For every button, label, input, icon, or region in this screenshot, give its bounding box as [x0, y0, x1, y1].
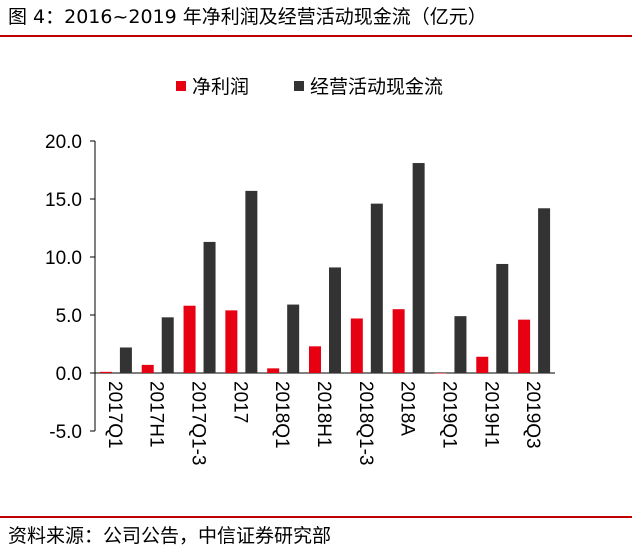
- y-tick-label: 20.0: [45, 132, 82, 153]
- bar-cash-flow: [287, 304, 300, 373]
- bar-net-profit: [141, 364, 154, 373]
- bar-cash-flow: [454, 316, 467, 373]
- bar-cash-flow: [119, 347, 132, 373]
- source-note: 资料来源：公司公告，中信证券研究部: [8, 525, 332, 547]
- bar-cash-flow: [370, 203, 383, 373]
- x-tick-label: 2018Q1-3: [355, 381, 376, 466]
- bar-net-profit: [309, 346, 321, 373]
- x-tick-label: 2019Q3: [522, 381, 543, 449]
- x-tick-label: 2017H1: [146, 381, 167, 448]
- source-divider: [0, 516, 632, 518]
- bar-net-profit: [392, 309, 405, 373]
- x-tick-label: 2018H1: [313, 381, 334, 448]
- title-divider: [0, 35, 632, 37]
- x-tick-label: 2018Q1: [271, 381, 292, 449]
- legend-swatch-1: [176, 81, 186, 91]
- x-tick-label: 2017Q1-3: [188, 381, 209, 466]
- bar-net-profit: [434, 373, 447, 374]
- legend-swatch-2: [294, 81, 304, 91]
- bar-cash-flow: [538, 208, 551, 373]
- bar-cash-flow: [412, 163, 425, 373]
- bar-cash-flow: [203, 241, 216, 373]
- bar-net-profit: [350, 318, 363, 373]
- x-tick-label: 2017: [229, 381, 250, 423]
- bar-chart: 净利润 经营活动现金流 -5.0 0.0 5.0 10.0 15.0 20.0 2017Q1 20…: [45, 76, 555, 466]
- bar-net-profit: [99, 371, 112, 373]
- bar-cash-flow: [329, 267, 341, 373]
- bar-net-profit: [267, 368, 280, 373]
- y-tick-label: 10.0: [45, 248, 82, 269]
- bar-cash-flow: [161, 317, 174, 373]
- bar-net-profit: [225, 310, 238, 373]
- y-tick-label: 15.0: [45, 190, 82, 211]
- x-tick-label: 2019H1: [480, 381, 501, 448]
- bar-cash-flow: [245, 190, 258, 373]
- legend-label-2: 经营活动现金流: [310, 76, 443, 98]
- figure-title: 图 4：2016~2019 年净利润及经营活动现金流（亿元）: [8, 6, 487, 28]
- bar-net-profit: [476, 356, 489, 373]
- y-tick-label: 5.0: [56, 306, 82, 327]
- y-tick-label: -5.0: [49, 422, 82, 443]
- bar-net-profit: [518, 319, 531, 373]
- legend-label-1: 净利润: [192, 76, 249, 98]
- x-tick-label: 2017Q1: [104, 381, 125, 449]
- y-tick-label: 0.0: [56, 364, 82, 385]
- bar-cash-flow: [496, 263, 509, 373]
- x-tick-label: 2018A: [397, 381, 418, 436]
- bar-net-profit: [183, 305, 196, 373]
- x-tick-label: 2019Q1: [438, 381, 459, 449]
